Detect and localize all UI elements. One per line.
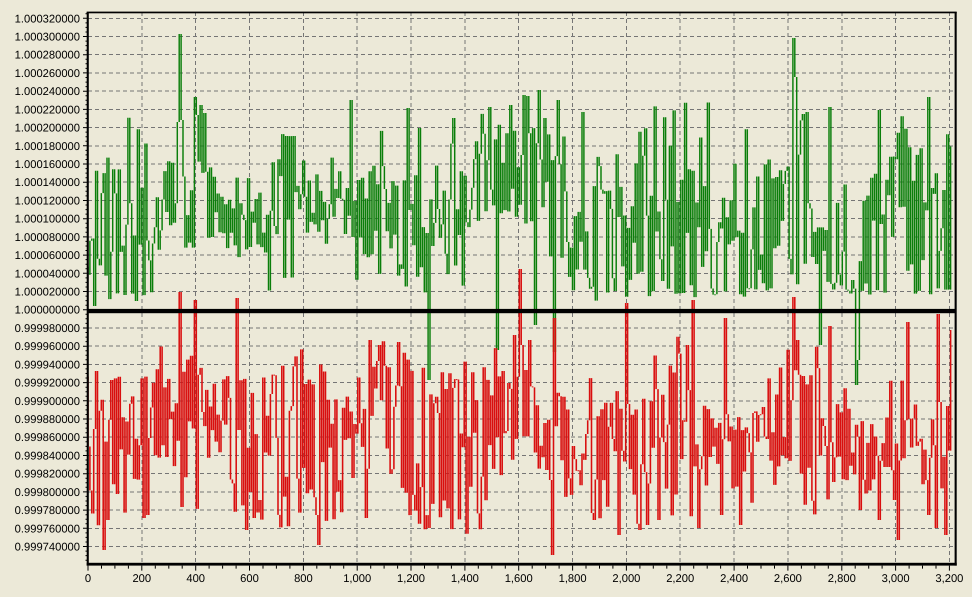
svg-text:0: 0 [85,573,91,585]
svg-text:1.000000000: 1.000000000 [15,305,80,317]
svg-text:0.999780000: 0.999780000 [15,505,80,517]
svg-text:200: 200 [132,573,151,585]
svg-text:1.000300000: 1.000300000 [15,32,80,44]
svg-text:0.999820000: 0.999820000 [15,469,80,481]
svg-text:1.000120000: 1.000120000 [15,196,80,208]
svg-text:1.000320000: 1.000320000 [15,13,80,25]
svg-text:1.000040000: 1.000040000 [15,268,80,280]
svg-text:800: 800 [294,573,313,585]
svg-text:0.999900000: 0.999900000 [15,396,80,408]
svg-text:1,000: 1,000 [343,573,371,585]
svg-text:2,400: 2,400 [720,573,748,585]
svg-text:1.000220000: 1.000220000 [15,104,80,116]
svg-text:0.999940000: 0.999940000 [15,359,80,371]
svg-text:2,800: 2,800 [828,573,856,585]
svg-text:400: 400 [186,573,205,585]
svg-text:1.000240000: 1.000240000 [15,86,80,98]
svg-text:1.000140000: 1.000140000 [15,177,80,189]
svg-text:1.000280000: 1.000280000 [15,50,80,62]
svg-text:1.000020000: 1.000020000 [15,287,80,299]
svg-text:1.000060000: 1.000060000 [15,250,80,262]
svg-text:3,000: 3,000 [882,573,910,585]
svg-text:600: 600 [240,573,259,585]
svg-text:1.000160000: 1.000160000 [15,159,80,171]
svg-text:1,600: 1,600 [505,573,533,585]
svg-text:0.999880000: 0.999880000 [15,414,80,426]
svg-text:3,200: 3,200 [935,573,963,585]
svg-text:0.999860000: 0.999860000 [15,432,80,444]
svg-text:1,400: 1,400 [451,573,479,585]
svg-text:0.999740000: 0.999740000 [15,542,80,554]
svg-text:1.000080000: 1.000080000 [15,232,80,244]
svg-text:0.999760000: 0.999760000 [15,523,80,535]
svg-text:2,200: 2,200 [666,573,694,585]
svg-text:0.999840000: 0.999840000 [15,451,80,463]
svg-text:0.999800000: 0.999800000 [15,487,80,499]
svg-text:1.000100000: 1.000100000 [15,214,80,226]
svg-text:1.000200000: 1.000200000 [15,123,80,135]
svg-text:2,600: 2,600 [774,573,802,585]
svg-text:1,800: 1,800 [559,573,587,585]
svg-text:0.999960000: 0.999960000 [15,341,80,353]
svg-text:1.000180000: 1.000180000 [15,141,80,153]
svg-text:1.000260000: 1.000260000 [15,68,80,80]
svg-text:1,200: 1,200 [397,573,425,585]
svg-text:2,000: 2,000 [612,573,640,585]
svg-text:0.999980000: 0.999980000 [15,323,80,335]
svg-text:0.999920000: 0.999920000 [15,378,80,390]
